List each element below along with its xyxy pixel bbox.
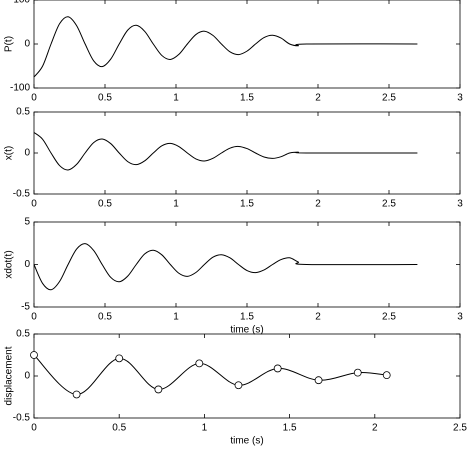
- data-point: [72, 390, 81, 399]
- data-line: [33, 243, 418, 291]
- x-tick-label: 2: [315, 312, 321, 323]
- x-axis-label: time (s): [230, 325, 263, 336]
- y-tick-label: 100: [13, 0, 30, 6]
- x-tick-label: 0: [31, 423, 37, 434]
- data-point: [30, 351, 38, 359]
- data-line: [33, 132, 418, 171]
- y-tick-label: 0.5: [16, 329, 30, 340]
- data-point: [273, 364, 282, 373]
- x-tick-label: 1.5: [240, 93, 254, 104]
- x-tick-label: 2.5: [382, 312, 396, 323]
- y-tick-label: 0: [24, 371, 30, 382]
- x-axis-label: time (s): [230, 436, 263, 447]
- y-tick-label: 0: [24, 39, 30, 50]
- x-tick-label: 0.5: [112, 423, 126, 434]
- y-tick-label: -0.5: [13, 189, 31, 200]
- y-tick-label: -5: [21, 302, 30, 313]
- y-axis-label: P(t): [4, 36, 15, 52]
- x-tick-label: 2.5: [382, 199, 396, 210]
- x-tick-label: 2.5: [382, 93, 396, 104]
- data-line: [33, 354, 387, 395]
- y-tick-label: -100: [10, 83, 30, 94]
- x-tick-label: 3: [457, 93, 463, 104]
- x-tick-label: 1: [173, 93, 179, 104]
- x-tick-label: 1: [173, 199, 179, 210]
- x-tick-label: 2.5: [453, 423, 467, 434]
- x-tick-label: 0.5: [98, 93, 112, 104]
- x-tick-label: 1: [173, 312, 179, 323]
- x-tick-label: 0.5: [98, 199, 112, 210]
- x-tick-label: 1: [202, 423, 208, 434]
- y-tick-label: 0: [24, 259, 30, 270]
- axes-box: [33, 333, 461, 419]
- data-point: [195, 359, 204, 368]
- x-tick-label: 2: [315, 93, 321, 104]
- data-point: [115, 354, 124, 363]
- data-point: [154, 385, 163, 394]
- x-tick-label: 0: [31, 312, 37, 323]
- y-axis-label: xdot(t): [4, 250, 15, 278]
- data-point: [382, 371, 391, 380]
- x-tick-label: 0: [31, 93, 37, 104]
- data-point: [234, 381, 243, 390]
- x-tick-label: 3: [457, 199, 463, 210]
- x-tick-label: 1.5: [240, 312, 254, 323]
- y-axis-label: displacement: [4, 346, 15, 405]
- x-tick-label: 3: [457, 312, 463, 323]
- x-tick-label: 0: [31, 199, 37, 210]
- x-tick-label: 2: [372, 423, 378, 434]
- y-axis-label: x(t): [4, 146, 15, 160]
- x-tick-label: 1.5: [240, 199, 254, 210]
- x-tick-label: 0.5: [98, 312, 112, 323]
- y-tick-label: 5: [24, 217, 30, 228]
- y-tick-label: 0.5: [16, 107, 30, 118]
- data-line: [33, 16, 418, 78]
- y-tick-label: -0.5: [13, 413, 31, 424]
- data-point: [353, 368, 362, 377]
- y-tick-label: 0: [24, 148, 30, 159]
- x-tick-label: 1.5: [283, 423, 297, 434]
- data-point: [314, 376, 323, 385]
- x-tick-label: 2: [315, 199, 321, 210]
